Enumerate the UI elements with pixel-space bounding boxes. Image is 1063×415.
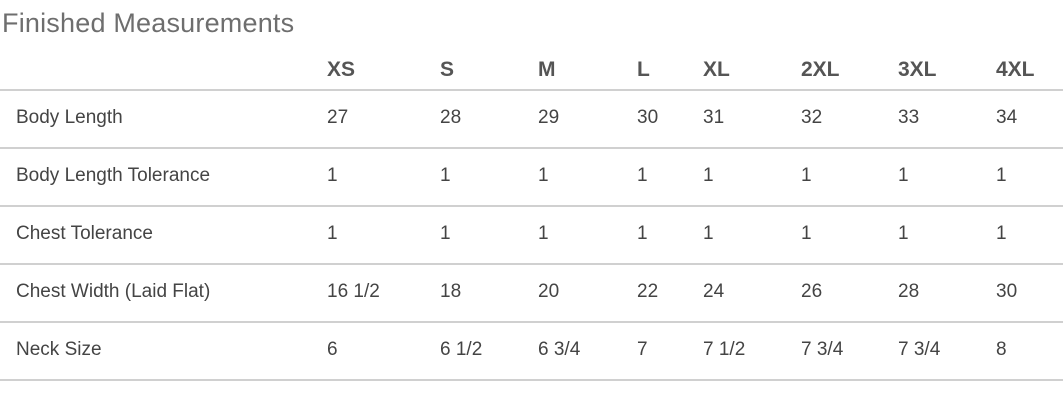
measurement-value: 1: [801, 223, 812, 244]
measurement-value: 7 1/2: [703, 339, 746, 360]
size-header-l: L: [637, 58, 650, 81]
measurement-value: 1: [440, 165, 451, 186]
measurement-value: 1: [637, 223, 648, 244]
measurement-value: 7: [637, 339, 648, 360]
measurement-value: 7 3/4: [801, 339, 844, 360]
measurement-value: 1: [327, 223, 338, 244]
measurement-value: 6 3/4: [538, 339, 581, 360]
row-label: Chest Width (Laid Flat): [16, 281, 211, 302]
measurement-value: 34: [996, 107, 1018, 128]
measurement-value: 30: [996, 281, 1018, 302]
measurement-value: 1: [538, 165, 549, 186]
measurement-value: 16 1/2: [327, 281, 380, 302]
row-label: Chest Tolerance: [16, 223, 153, 244]
measurement-value: 18: [440, 281, 462, 302]
measurement-value: 26: [801, 281, 823, 302]
measurement-value: 24: [703, 281, 725, 302]
measurement-value: 33: [898, 107, 920, 128]
measurement-value: 7 3/4: [898, 339, 941, 360]
table-row: Body Length Tolerance 1 1 1 1 1 1 1 1: [0, 147, 1063, 207]
measurement-value: 1: [538, 223, 549, 244]
measurement-value: 22: [637, 281, 659, 302]
measurement-value: 1: [440, 223, 451, 244]
row-label: Body Length Tolerance: [16, 165, 211, 186]
table-bottom-divider: [0, 379, 1063, 381]
size-header-3xl: 3XL: [898, 58, 937, 81]
size-header-m: M: [538, 58, 556, 81]
measurement-value: 6: [327, 339, 338, 360]
measurement-value: 1: [898, 165, 909, 186]
measurement-value: 1: [996, 223, 1007, 244]
size-header-xl: XL: [703, 58, 730, 81]
table-row: Body Length 27 28 29 30 31 32 33 34: [0, 89, 1063, 149]
measurement-value: 1: [703, 165, 714, 186]
table-row: Chest Width (Laid Flat) 16 1/2 18 20 22 24 26 2…: [0, 263, 1063, 323]
measurement-value: 28: [898, 281, 920, 302]
table-row: Chest Tolerance 1 1 1 1 1 1 1 1: [0, 205, 1063, 265]
measurement-value: 20: [538, 281, 560, 302]
measurement-value: 1: [327, 165, 338, 186]
measurement-value: 27: [327, 107, 349, 128]
row-label: Body Length: [16, 107, 123, 128]
measurement-value: 30: [637, 107, 659, 128]
measurement-value: 1: [996, 165, 1007, 186]
measurement-value: 28: [440, 107, 462, 128]
measurement-value: 6 1/2: [440, 339, 483, 360]
measurement-value: 31: [703, 107, 725, 128]
measurement-value: 1: [637, 165, 648, 186]
section-title: Finished Measurements: [2, 8, 295, 38]
measurement-value: 29: [538, 107, 560, 128]
size-header-xs: XS: [327, 58, 356, 81]
row-label: Neck Size: [16, 339, 102, 360]
table-row: Neck Size 6 6 1/2 6 3/4 7 7 1/2 7 3/4 7 3/4 8: [0, 321, 1063, 381]
size-header-2xl: 2XL: [801, 58, 840, 81]
size-header-s: S: [440, 58, 455, 81]
size-header-row: XS S M L XL 2XL 3XL 4XL: [0, 58, 1063, 84]
measurement-value: 32: [801, 107, 823, 128]
size-header-4xl: 4XL: [996, 58, 1035, 81]
measurement-value: 1: [703, 223, 714, 244]
measurement-value: 1: [898, 223, 909, 244]
measurement-value: 8: [996, 339, 1007, 360]
measurement-value: 1: [801, 165, 812, 186]
